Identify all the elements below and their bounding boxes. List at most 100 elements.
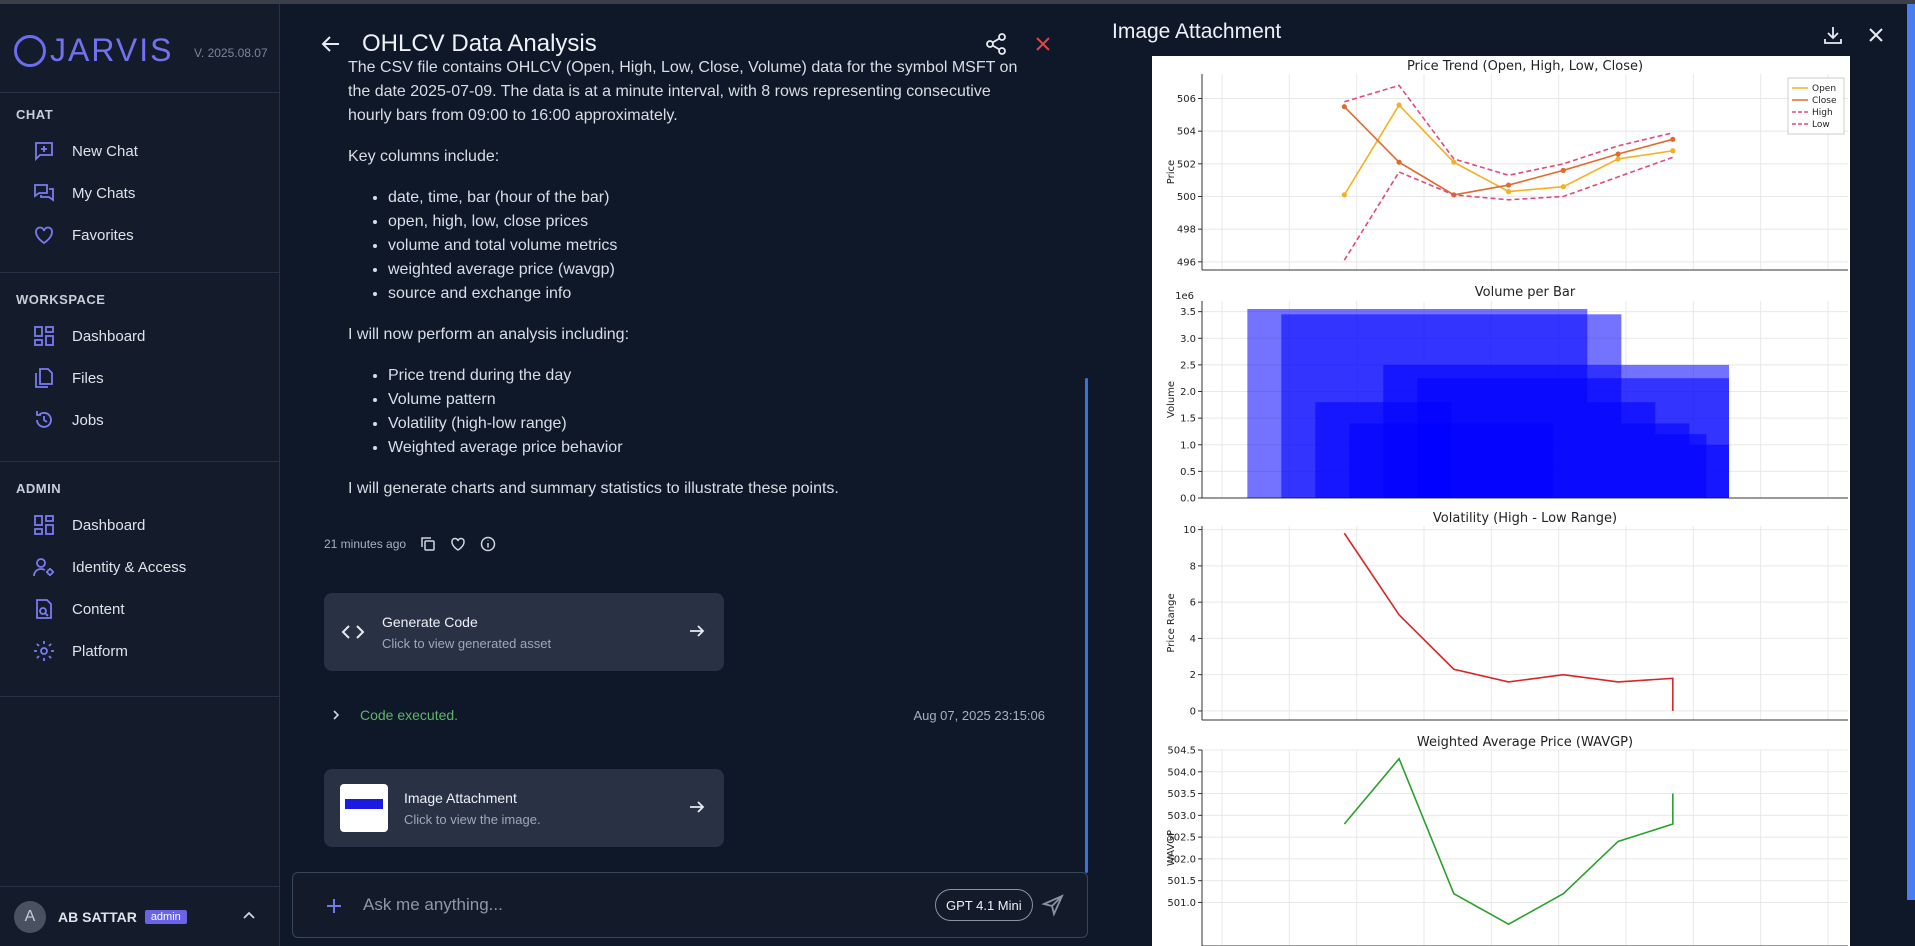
heart-icon[interactable] <box>450 536 466 552</box>
chevron-up-icon[interactable] <box>242 909 256 923</box>
user-menu[interactable]: A AB SATTAR admin <box>0 886 280 946</box>
image-attachment-card[interactable]: Image Attachment Click to view the image… <box>324 769 724 847</box>
card-title: Generate Code <box>382 613 478 630</box>
sidebar-item-new-chat[interactable]: New Chat <box>0 130 280 172</box>
list-item: Price trend during the day <box>388 364 1038 388</box>
panel-title: Image Attachment <box>1112 20 1282 43</box>
sidebar-section-admin: ADMIN Dashboard Identity & Access Conten… <box>0 474 280 672</box>
model-selector[interactable]: GPT 4.1 Mini <box>935 889 1033 921</box>
close-icon[interactable] <box>1868 27 1884 43</box>
series-line-main <box>1343 532 1674 711</box>
legend-label: Open <box>1812 84 1836 94</box>
brand[interactable]: JARVIS <box>14 32 173 69</box>
chart-title: Price Trend (Open, High, Low, Close) <box>1407 59 1643 74</box>
gear-icon <box>34 641 54 661</box>
data-point <box>1560 167 1566 173</box>
y-tick-label: 3.5 <box>1180 307 1196 318</box>
y-tick-label: 504.0 <box>1167 767 1196 778</box>
y-tick-label: 0.5 <box>1180 467 1196 478</box>
sidebar-section-workspace: WORKSPACE Dashboard Files Jobs <box>0 285 280 441</box>
sidebar-item-label: Favorites <box>72 226 134 244</box>
list-item: source and exchange info <box>388 282 1038 306</box>
list-item: volume and total volume metrics <box>388 234 1038 258</box>
data-point <box>1615 151 1621 157</box>
section-title: ADMIN <box>16 481 62 496</box>
chat-plus-icon <box>35 142 53 162</box>
chat-scrollbar[interactable] <box>1085 378 1088 873</box>
image-thumbnail <box>340 784 388 832</box>
sidebar-item-label: Identity & Access <box>72 558 187 576</box>
sidebar-item-jobs[interactable]: Jobs <box>0 399 280 441</box>
sidebar-item-identity-access[interactable]: Identity & Access <box>0 546 280 588</box>
data-point <box>1341 104 1347 110</box>
list-item: weighted average price (wavgp) <box>388 258 1038 282</box>
y-tick-label: 503.5 <box>1167 789 1196 800</box>
code-execution-row[interactable]: Code executed. Aug 07, 2025 23:15:06 <box>330 705 1045 725</box>
card-subtitle: Click to view the image. <box>404 811 541 827</box>
sidebar-divider <box>0 92 280 93</box>
execution-status: Code executed. <box>360 707 459 723</box>
sidebar-item-dashboard[interactable]: Dashboard <box>0 315 280 357</box>
y-tick-label: 1.0 <box>1180 440 1196 451</box>
identity-icon <box>33 558 54 577</box>
plus-icon[interactable] <box>325 897 343 915</box>
arrow-right-icon <box>690 801 705 813</box>
sidebar-item-admin-dashboard[interactable]: Dashboard <box>0 504 280 546</box>
sidebar-item-label: Content <box>72 600 125 618</box>
sidebar: JARVIS V. 2025.08.07 CHAT New Chat My Ch… <box>0 4 280 946</box>
jarvis-logo-icon <box>14 34 46 67</box>
list-item: date, time, bar (hour of the bar) <box>388 186 1038 210</box>
panel-scrollbar[interactable] <box>1907 4 1915 900</box>
y-axis-label: Price <box>1166 160 1177 184</box>
dashboard-icon <box>34 515 54 535</box>
data-point <box>1505 182 1512 188</box>
sidebar-item-platform[interactable]: Platform <box>0 630 280 672</box>
share-icon[interactable] <box>984 32 1008 56</box>
sidebar-item-content[interactable]: Content <box>0 588 280 630</box>
close-chat-icon[interactable] <box>1035 36 1051 52</box>
y-tick-label: 504 <box>1177 127 1196 138</box>
columns-heading: Key columns include: <box>348 148 500 165</box>
y-tick-label: 10 <box>1183 525 1196 536</box>
volume-bar <box>1689 444 1729 498</box>
execution-time: Aug 07, 2025 23:15:06 <box>913 707 1045 723</box>
sidebar-item-label: Dashboard <box>72 516 146 534</box>
y-tick-label: 2.0 <box>1180 387 1196 398</box>
sidebar-item-label: My Chats <box>72 184 136 202</box>
assistant-message: The CSV file contains OHLCV (Open, High,… <box>348 59 1038 518</box>
download-icon[interactable] <box>1822 24 1844 46</box>
sidebar-item-label: Jobs <box>72 411 104 429</box>
data-point <box>1451 159 1457 165</box>
info-icon[interactable] <box>480 536 496 552</box>
copy-icon[interactable] <box>420 536 436 552</box>
y-scale-label: 1e6 <box>1175 291 1194 302</box>
chevron-right-icon[interactable] <box>330 709 342 721</box>
message-input[interactable] <box>363 893 883 917</box>
jobs-icon <box>36 411 52 428</box>
heart-icon <box>35 226 53 245</box>
send-icon[interactable] <box>1041 893 1065 917</box>
sidebar-item-favorites[interactable]: Favorites <box>0 214 280 256</box>
sidebar-item-label: Files <box>72 369 104 387</box>
list-item: Volatility (high-low range) <box>388 412 1038 436</box>
y-tick-label: 2.5 <box>1180 360 1196 371</box>
list-item: Weighted average price behavior <box>388 436 1038 460</box>
y-tick-label: 4 <box>1190 634 1196 645</box>
generate-code-card[interactable]: Generate Code Click to view generated as… <box>324 593 724 671</box>
back-arrow-icon[interactable] <box>320 33 342 55</box>
sidebar-item-label: Platform <box>72 642 128 660</box>
columns-list: date, time, bar (hour of the bar) open, … <box>388 186 1038 306</box>
message-meta: 21 minutes ago <box>324 536 496 552</box>
y-axis-label: WAVGP <box>1166 830 1177 866</box>
chart-svg: 496 498 500 502 504 506 Price Trend (Open, Hig… <box>1166 59 1848 946</box>
chats-icon <box>34 184 54 202</box>
files-icon <box>35 368 53 388</box>
sidebar-item-files[interactable]: Files <box>0 357 280 399</box>
chart-title: Volatility (High - Low Range) <box>1433 511 1617 526</box>
y-tick-label: 502.0 <box>1167 854 1196 865</box>
sidebar-item-my-chats[interactable]: My Chats <box>0 172 280 214</box>
y-axis-label: Price Range <box>1166 593 1177 652</box>
y-tick-label: 3.0 <box>1180 334 1196 345</box>
list-item: open, high, low, close prices <box>388 210 1038 234</box>
analysis-heading: I will now perform an analysis including… <box>348 326 630 343</box>
